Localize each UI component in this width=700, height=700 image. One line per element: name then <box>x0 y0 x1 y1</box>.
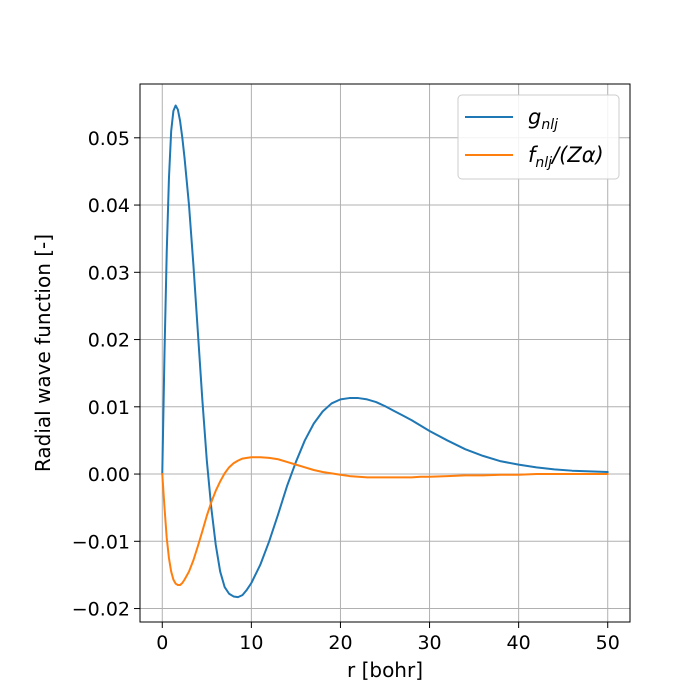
y-tick-label: 0.01 <box>88 397 130 419</box>
y-tick-label: −0.02 <box>72 599 130 621</box>
series-layer <box>161 104 609 599</box>
series-line-f-nlj <box>161 456 609 587</box>
x-tick-label: 40 <box>507 632 531 654</box>
plot-frame <box>139 83 631 623</box>
y-tick-label: 0.04 <box>88 195 130 217</box>
x-tick-label: 30 <box>417 632 441 654</box>
x-tick-label: 0 <box>156 632 168 654</box>
x-tick-label: 10 <box>239 632 263 654</box>
y-tick-label: 0.02 <box>88 330 130 352</box>
y-tick-label: 0.00 <box>88 464 130 486</box>
series-line-g-nlj <box>161 104 609 599</box>
y-tick-label: 0.03 <box>88 262 130 284</box>
y-axis-label: Radial wave function [-] <box>31 234 55 472</box>
y-tick-label: 0.05 <box>88 128 130 150</box>
y-tick-label: −0.01 <box>72 531 130 553</box>
legend: gnlj fnlj/(Zα) <box>457 94 620 180</box>
legend-label-f-nlj: fnlj/(Zα) <box>528 143 604 171</box>
x-tick-label: 20 <box>328 632 352 654</box>
x-axis-label: r [bohr] <box>347 658 423 682</box>
x-tick-label: 50 <box>596 632 620 654</box>
tick-layer: 0 10 20 30 40 50 −0.02 −0.01 0.00 0.01 0.02 0.03 0.0… <box>72 128 620 654</box>
